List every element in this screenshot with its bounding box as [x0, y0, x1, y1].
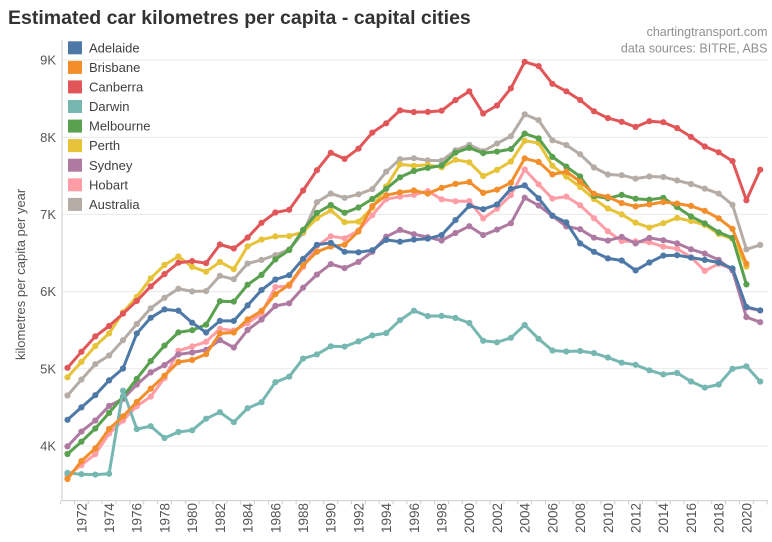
svg-text:2012: 2012: [629, 503, 644, 533]
svg-text:2014: 2014: [656, 502, 671, 533]
svg-text:2006: 2006: [545, 503, 560, 533]
svg-text:2002: 2002: [490, 503, 505, 533]
svg-text:1972: 1972: [74, 503, 89, 533]
svg-text:1990: 1990: [324, 503, 339, 533]
svg-text:data sources: BITRE, ABS: data sources: BITRE, ABS: [621, 42, 768, 56]
svg-text:Darwin: Darwin: [89, 99, 129, 114]
svg-text:chartingtransport.com: chartingtransport.com: [647, 25, 768, 39]
svg-text:2020: 2020: [739, 503, 754, 533]
svg-text:1994: 1994: [379, 502, 394, 533]
svg-text:9K: 9K: [40, 53, 56, 68]
svg-text:2000: 2000: [462, 503, 477, 533]
svg-text:1986: 1986: [268, 503, 283, 533]
svg-text:kilometres per capita per year: kilometres per capita per year: [13, 188, 28, 360]
svg-text:Sydney: Sydney: [89, 158, 133, 173]
svg-text:1982: 1982: [213, 503, 228, 533]
svg-text:1984: 1984: [241, 502, 256, 533]
svg-text:1996: 1996: [407, 503, 422, 533]
svg-text:Estimated car kilometres per c: Estimated car kilometres per capita - ca…: [8, 7, 471, 29]
svg-text:Adelaide: Adelaide: [89, 40, 140, 55]
svg-text:2008: 2008: [573, 503, 588, 533]
svg-text:Melbourne: Melbourne: [89, 119, 150, 134]
svg-text:6K: 6K: [40, 284, 56, 299]
svg-text:4K: 4K: [40, 439, 56, 454]
svg-text:1974: 1974: [102, 502, 117, 533]
svg-text:Australia: Australia: [89, 197, 140, 212]
svg-text:2016: 2016: [684, 503, 699, 533]
svg-text:7K: 7K: [40, 207, 56, 222]
svg-text:Perth: Perth: [89, 138, 120, 153]
svg-text:2010: 2010: [601, 503, 616, 533]
svg-text:Canberra: Canberra: [89, 80, 144, 95]
svg-text:2018: 2018: [712, 503, 727, 533]
svg-text:1992: 1992: [351, 503, 366, 533]
svg-text:1988: 1988: [296, 503, 311, 533]
svg-text:Brisbane: Brisbane: [89, 60, 140, 75]
svg-text:1980: 1980: [185, 503, 200, 533]
svg-text:1998: 1998: [435, 503, 450, 533]
svg-text:Hobart: Hobart: [89, 177, 128, 192]
svg-text:8K: 8K: [40, 130, 56, 145]
svg-text:1978: 1978: [157, 503, 172, 533]
svg-text:1976: 1976: [130, 503, 145, 533]
svg-text:2004: 2004: [518, 502, 533, 533]
svg-text:5K: 5K: [40, 361, 56, 376]
